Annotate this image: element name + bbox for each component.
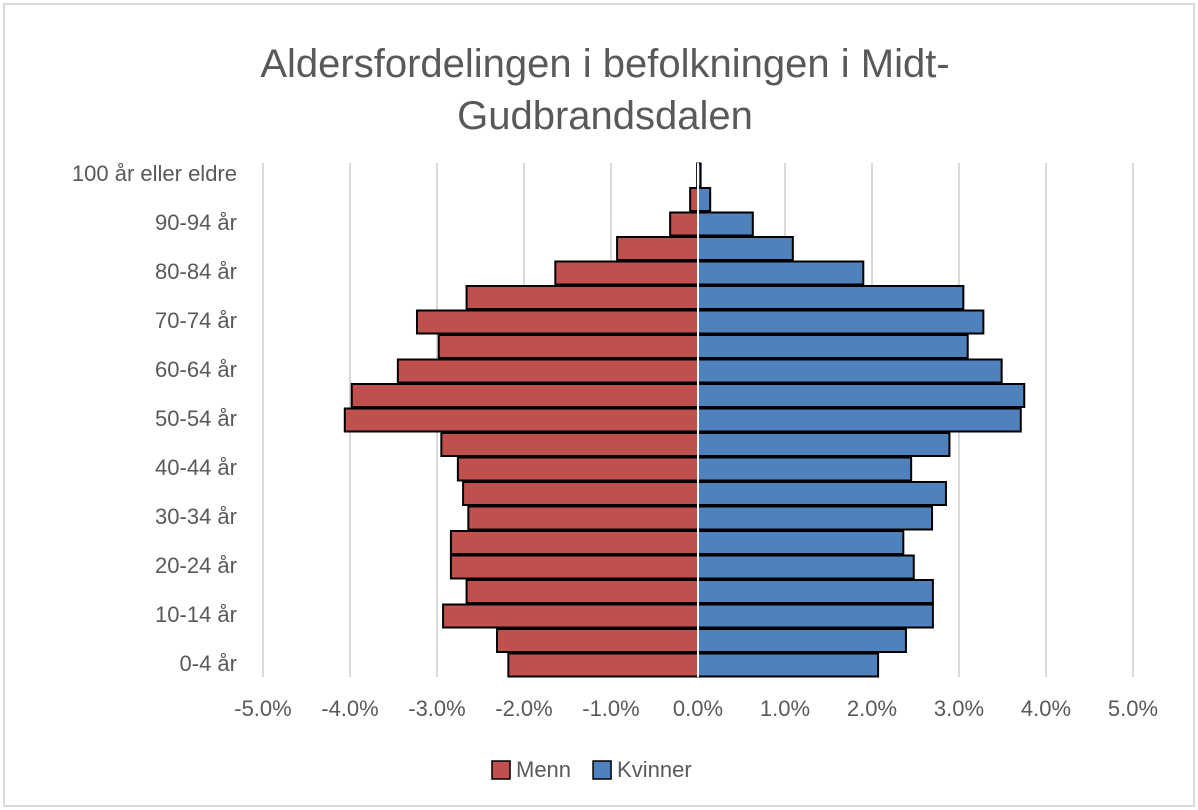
bar — [697, 481, 947, 506]
bar — [697, 187, 712, 212]
bar — [697, 579, 934, 604]
bar — [697, 260, 865, 286]
y-tick-label: 30-34 år — [155, 504, 237, 529]
bar — [697, 432, 951, 457]
bar — [697, 554, 915, 580]
bar — [697, 603, 934, 629]
bar — [449, 554, 700, 580]
bar — [697, 211, 754, 237]
x-tick-label: 5.0% — [1108, 696, 1158, 721]
bar — [350, 383, 699, 408]
bar — [496, 628, 699, 653]
bar — [396, 358, 699, 384]
x-tick-label: -4.0% — [321, 696, 378, 721]
bar — [437, 334, 699, 359]
bar — [465, 579, 699, 604]
legend-label: Menn — [516, 757, 571, 782]
bar — [343, 407, 699, 433]
bar — [697, 505, 934, 531]
bar — [415, 309, 699, 335]
bar — [449, 530, 700, 555]
legend-swatch — [491, 760, 511, 780]
bar — [507, 652, 699, 678]
bar — [697, 628, 907, 653]
bar — [465, 285, 699, 310]
bar — [697, 652, 880, 678]
bar — [697, 334, 969, 359]
x-tick-label: -3.0% — [408, 696, 465, 721]
bar — [554, 260, 699, 286]
bar — [697, 530, 905, 555]
bar — [697, 407, 1022, 433]
y-tick-label: 80-84 år — [155, 259, 237, 284]
bar — [697, 309, 985, 335]
bar — [697, 358, 1003, 384]
y-tick-label: 40-44 år — [155, 455, 237, 480]
bar — [697, 383, 1026, 408]
x-tick-label: -2.0% — [495, 696, 552, 721]
bar — [462, 481, 699, 506]
bar — [442, 603, 699, 629]
bar — [697, 236, 794, 261]
y-tick-label: 90-94 år — [155, 210, 237, 235]
x-tick-label: -1.0% — [582, 696, 639, 721]
y-tick-label: 50-54 år — [155, 406, 237, 431]
y-tick-label: 100 år eller eldre — [72, 161, 237, 186]
x-tick-label: 4.0% — [1021, 696, 1071, 721]
bar — [440, 432, 699, 457]
y-tick-label: 60-64 år — [155, 357, 237, 382]
y-tick-label: 70-74 år — [155, 308, 237, 333]
bar — [616, 236, 700, 261]
y-tick-label: 0-4 år — [180, 651, 237, 676]
y-tick-label: 20-24 år — [155, 553, 237, 578]
bar — [697, 456, 913, 482]
bar — [697, 285, 965, 310]
x-tick-label: 1.0% — [760, 696, 810, 721]
x-tick-label: 2.0% — [847, 696, 897, 721]
legend-label: Kvinner — [617, 757, 692, 782]
chart-title: Aldersfordelingen i befolkningen i Midt-… — [260, 42, 950, 138]
x-tick-label: 3.0% — [934, 696, 984, 721]
x-tick-label: -5.0% — [234, 696, 291, 721]
x-tick-label: 0.0% — [673, 696, 723, 721]
bar — [689, 187, 699, 212]
legend-swatch — [592, 760, 612, 780]
y-tick-label: 10-14 år — [155, 602, 237, 627]
bar — [467, 505, 699, 531]
bar — [456, 456, 699, 482]
bar — [669, 211, 699, 237]
